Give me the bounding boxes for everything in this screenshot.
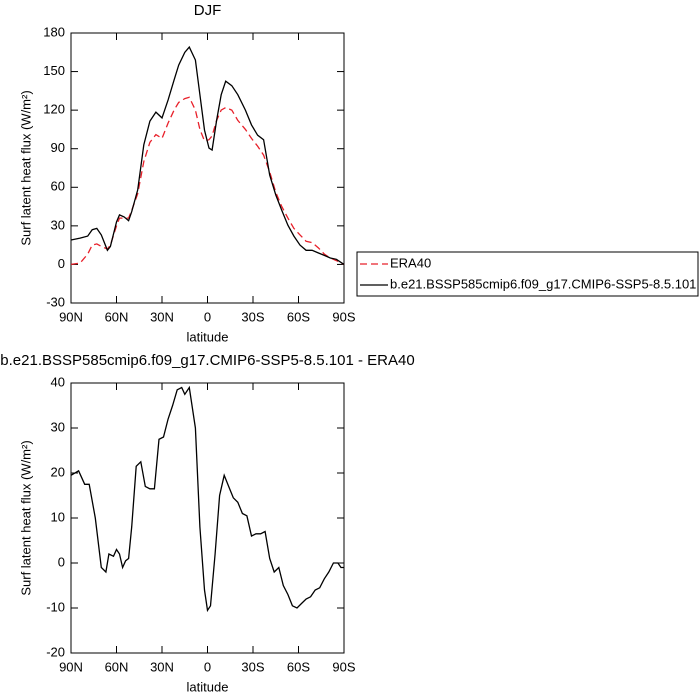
x-tick-label: 0 [204,309,211,324]
x-tick-label: 30N [150,659,174,674]
x-tick-label: 60N [105,659,129,674]
chart-title: DJF [194,2,222,19]
y-tick-label: 40 [51,374,65,389]
plot-frame [70,32,345,304]
legend-label: ERA40 [390,255,431,270]
data-line [70,96,345,266]
y-tick-label: 90 [51,140,65,155]
y-tick-label: 30 [51,419,65,434]
y-tick-label: 60 [51,179,65,194]
x-tick-label: 30S [241,309,264,324]
y-tick-label: -30 [46,294,65,309]
x-tick-label: 60S [287,659,310,674]
x-tick-label: 30S [241,659,264,674]
y-tick-label: 0 [58,256,65,271]
x-tick-label: 90S [332,659,355,674]
chart-title: b.e21.BSSP585cmip6.f09_g17.CMIP6-SSP5-8.… [0,352,414,369]
y-axis-label: Surf latent heat flux (W/m²) [18,440,33,595]
y-axis-label: Surf latent heat flux (W/m²) [18,90,33,245]
y-tick-label: 30 [51,217,65,232]
y-tick-label: -20 [46,644,65,659]
y-tick-label: -10 [46,599,65,614]
x-tick-label: 60N [105,309,129,324]
x-tick-label: 60S [287,309,310,324]
y-tick-label: 150 [43,63,65,78]
plot-frame [70,382,345,654]
x-tick-label: 90N [59,309,83,324]
legend-label: b.e21.BSSP585cmip6.f09_g17.CMIP6-SSP5-8.… [390,276,696,291]
y-tick-label: 10 [51,509,65,524]
x-tick-label: 90N [59,659,83,674]
x-tick-label: 30N [150,309,174,324]
x-tick-label: 90S [332,309,355,324]
x-axis-label: latitude [187,329,229,344]
y-tick-label: 180 [43,24,65,39]
y-tick-label: 0 [58,554,65,569]
y-tick-label: 20 [51,464,65,479]
data-line [70,45,345,265]
data-line [70,385,344,613]
x-tick-label: 0 [204,659,211,674]
x-axis-label: latitude [187,679,229,694]
y-tick-label: 120 [43,102,65,117]
legend-box [356,251,699,297]
